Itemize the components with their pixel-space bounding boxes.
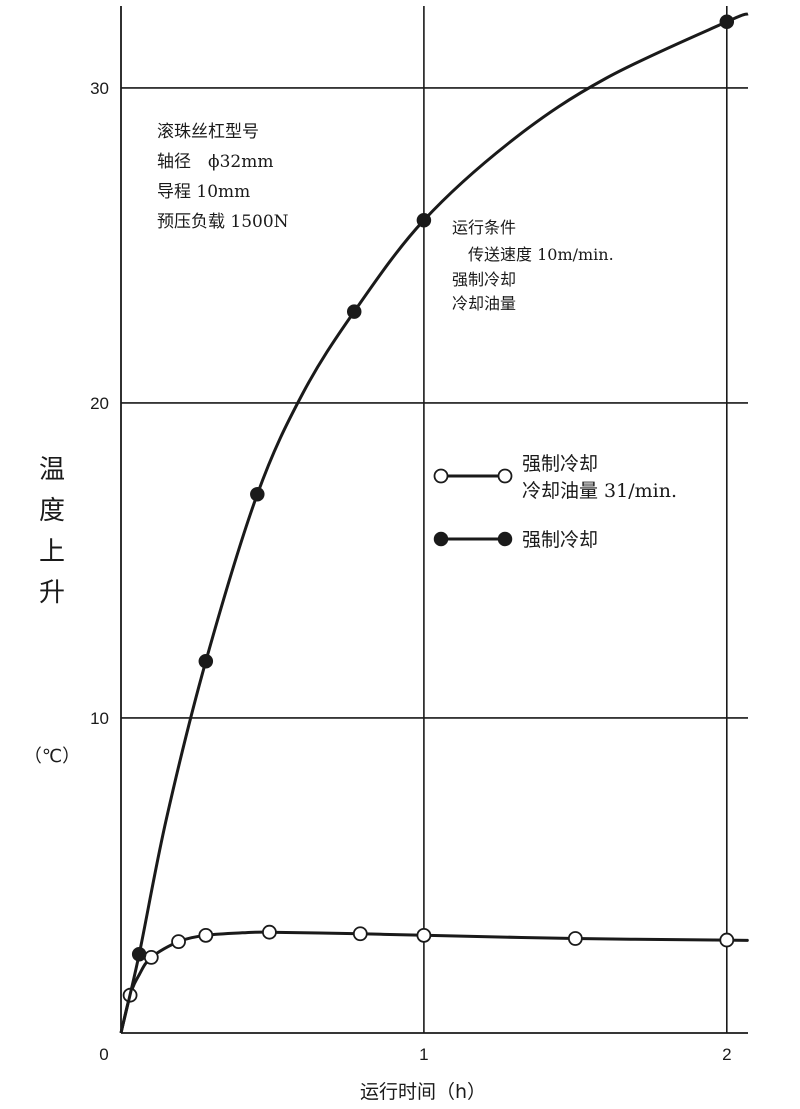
data-point-filled: [131, 946, 147, 962]
annotation-ball-screw: 滚珠丝杠型号 轴径 ϕ32mm 导程 10mm 预压负载 1500N: [157, 122, 289, 232]
y-tick-label: 20: [90, 394, 109, 413]
data-point-open: [171, 934, 186, 950]
legend-marker-filled: [433, 531, 449, 547]
legend-label: 强制冷却: [522, 453, 598, 475]
annotation-line: 强制冷却: [452, 270, 516, 289]
annotation-line: 冷却油量: [452, 294, 516, 313]
y-tick-label: 10: [90, 709, 109, 728]
legend-item-filled: 强制冷却: [433, 529, 598, 551]
data-point-open: [262, 924, 277, 940]
tick-labels: 10 20 30 0 1 2: [90, 79, 731, 1064]
y-axis-label-char: 温: [39, 455, 65, 485]
y-axis-unit: （℃）: [24, 746, 80, 767]
x-tick-label: 0: [99, 1045, 108, 1064]
annotation-line: 预压负载 1500N: [157, 212, 289, 232]
data-point-open: [567, 931, 583, 946]
series-group: [119, 12, 749, 1034]
data-point-filled: [250, 487, 265, 502]
data-point-filled: [198, 654, 214, 669]
annotation-line: 滚珠丝杠型号: [157, 122, 259, 142]
y-axis-label-char: 升: [39, 578, 65, 608]
legend-item-open: 强制冷却 冷却油量 31/min.: [433, 453, 677, 502]
y-axis-label: 温 度 上 升 （℃）: [24, 455, 80, 767]
annotation-line: 导程 10mm: [157, 182, 250, 202]
data-point-open: [143, 949, 159, 965]
legend-marker-open: [433, 468, 449, 484]
grid: [121, 6, 748, 1033]
data-point-filled: [346, 304, 362, 319]
annotation-line: 运行条件: [452, 218, 516, 237]
data-point-open: [198, 927, 214, 943]
data-point-filled: [416, 212, 432, 228]
x-tick-label: 1: [419, 1045, 428, 1064]
y-tick-label: 30: [90, 79, 109, 98]
data-point-filled: [719, 14, 735, 30]
legend-label: 强制冷却: [522, 529, 598, 551]
annotation-line: 传送速度 10m/min.: [452, 245, 614, 264]
y-axis-label-char: 上: [39, 537, 65, 567]
x-tick-label: 2: [722, 1045, 731, 1064]
legend-marker-open: [497, 468, 513, 484]
annotation-line: 轴径 ϕ32mm: [157, 152, 273, 172]
x-axis-label: 运行时间（h）: [360, 1081, 486, 1103]
data-point-open: [719, 932, 735, 948]
series-line: [119, 930, 749, 1034]
legend-label: 冷却油量 31/min.: [522, 480, 677, 502]
series-line: [119, 12, 749, 1034]
y-axis-label-char: 度: [39, 496, 65, 526]
series-2: [119, 12, 749, 1034]
axes: [120, 6, 748, 1034]
series-1: [119, 924, 749, 1034]
legend-marker-filled: [497, 531, 513, 547]
annotation-conditions: 运行条件 传送速度 10m/min. 强制冷却 冷却油量: [452, 218, 614, 313]
legend: 强制冷却 冷却油量 31/min. 强制冷却: [433, 453, 677, 551]
data-point-open: [416, 927, 432, 943]
data-point-open: [352, 926, 368, 942]
